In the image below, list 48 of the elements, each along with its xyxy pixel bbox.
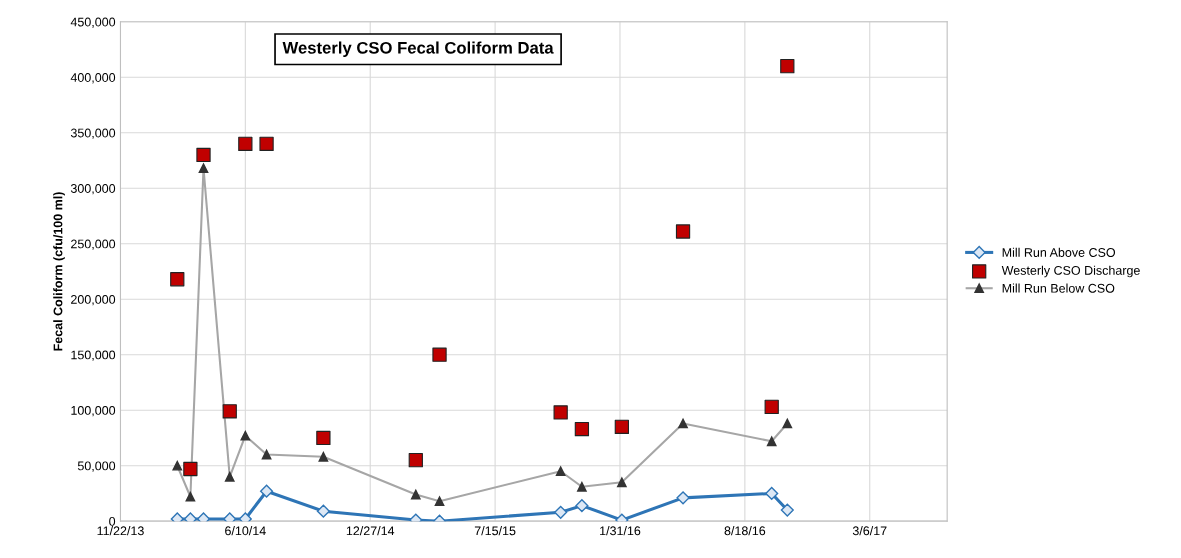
- point: [408, 452, 423, 468]
- text: Westerly CSO Fecal Coliform Data: [282, 41, 554, 57]
- point: [780, 503, 794, 517]
- point: [183, 512, 197, 522]
- point: [170, 272, 185, 287]
- point: [765, 486, 779, 501]
- point: [575, 499, 589, 513]
- point: [170, 512, 184, 522]
- y-tick-label: 250,000: [71, 239, 116, 250]
- x-tick-label: 3/6/17: [852, 526, 887, 536]
- x-tick-label: 1/31/16: [600, 526, 641, 536]
- point: [196, 147, 211, 163]
- point: [614, 419, 629, 434]
- point: [238, 512, 252, 522]
- point: [764, 399, 779, 415]
- x-tick-label: 6/10/14: [225, 526, 266, 536]
- x-tick-label: 7/15/15: [474, 526, 516, 536]
- point: [316, 504, 330, 518]
- legend-label: Mill Run Below CSO: [1002, 283, 1115, 293]
- y-tick-label: 450,000: [70, 17, 116, 28]
- point: [223, 512, 237, 522]
- point: [316, 430, 331, 446]
- point: [554, 505, 568, 519]
- y-tick-label: 150,000: [71, 350, 116, 361]
- point: [780, 59, 795, 74]
- y-tick-label: 350,000: [70, 128, 116, 139]
- point: [259, 136, 274, 151]
- legend-label: Mill Run Above CSO: [1002, 247, 1116, 257]
- y-tick-label: 100,000: [71, 405, 116, 417]
- point: [183, 461, 198, 477]
- y-tick-label: 200,000: [71, 295, 116, 306]
- point: [553, 405, 568, 420]
- point: [222, 404, 237, 419]
- point: [238, 136, 253, 151]
- y-tick-label: 400,000: [70, 73, 116, 84]
- point: [432, 347, 447, 362]
- point: [259, 484, 274, 498]
- x-tick-label: 8/18/16: [724, 526, 766, 536]
- y-tick-label: 0: [109, 516, 116, 526]
- x-tick-label: 12/27/14: [346, 526, 395, 536]
- y-tick-label: 50,000: [77, 461, 116, 472]
- x-tick-label: 11/22/13: [97, 526, 144, 536]
- y-axis-title: Fecal Coliform (cfu/100 ml): [53, 192, 65, 351]
- y-tick-label: 300,000: [70, 184, 116, 195]
- legend-label: Westerly CSO Discharge: [1001, 265, 1140, 278]
- point: [675, 224, 691, 239]
- point: [574, 421, 590, 437]
- point: [676, 491, 690, 505]
